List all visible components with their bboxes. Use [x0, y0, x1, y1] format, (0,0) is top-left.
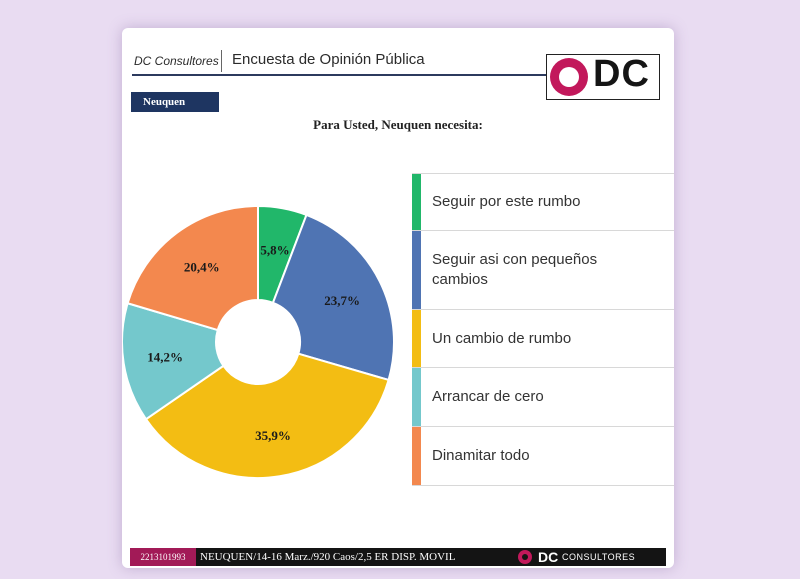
footer-logo-word: CONSULTORES	[562, 552, 636, 562]
footer-logo-dc: DC	[538, 549, 559, 565]
logo-ring-icon	[550, 58, 588, 96]
footer-logo-ring-icon	[518, 550, 532, 564]
legend-item-dinamitar: Dinamitar todo	[412, 427, 674, 486]
slice-value-label-2: 35,9%	[255, 428, 291, 443]
legend-label: Arrancar de cero	[432, 388, 544, 405]
brand-name: DC Consultores	[134, 54, 219, 68]
chart-legend: Seguir por este rumbo Seguir asi con peq…	[412, 173, 674, 486]
slice-value-label-3: 14,2%	[147, 350, 183, 365]
report-card: DC Consultores Encuesta de Opinión Públi…	[122, 28, 674, 568]
legend-swatch	[412, 310, 421, 367]
logo-dc-text: DC	[593, 53, 650, 95]
legend-label: Dinamitar todo	[432, 447, 530, 464]
pie-slice-1	[271, 213, 395, 382]
pie-slice-2	[144, 352, 390, 479]
legend-item-cambio-rumbo: Un cambio de rumbo	[412, 310, 674, 368]
odc-logo: DC	[546, 53, 660, 100]
pie-slice-4	[126, 204, 259, 332]
legend-item-pequenos-cambios: Seguir asi con pequeños cambios	[412, 231, 674, 310]
header-separator	[221, 50, 222, 72]
legend-label: Seguir por este rumbo	[432, 193, 581, 210]
legend-swatch	[412, 427, 421, 485]
donut-chart: 5,8% 23,7% 35,9% 14,2% 20,4%	[122, 204, 395, 479]
pie-slice-3	[122, 301, 225, 421]
slice-value-label-1: 23,7%	[324, 293, 360, 308]
legend-item-arrancar-cero: Arrancar de cero	[412, 368, 674, 427]
legend-swatch	[412, 368, 421, 426]
question-title: Para Usted, Neuquen necesita:	[313, 117, 483, 132]
footer-info: NEUQUEN/14-16 Marz./920 Caos/2,5 ER DISP…	[200, 551, 456, 563]
header-rule	[132, 74, 552, 76]
footer-code: 2213101993	[130, 548, 196, 566]
region-tag: Neuquen	[131, 92, 219, 112]
slice-value-label-4: 20,4%	[184, 260, 220, 275]
legend-swatch	[412, 231, 421, 309]
legend-label: Un cambio de rumbo	[432, 329, 572, 347]
report-header: DC Consultores Encuesta de Opinión Públi…	[122, 28, 674, 100]
slice-value-label-0: 5,8%	[260, 243, 289, 258]
legend-label: Seguir asi con pequeños cambios	[432, 251, 598, 288]
survey-title: Encuesta de Opinión Pública	[232, 51, 425, 68]
footer-bar: 2213101993 NEUQUEN/14-16 Marz./920 Caos/…	[130, 548, 666, 566]
legend-item-seguir-rumbo: Seguir por este rumbo	[412, 173, 674, 231]
legend-swatch	[412, 174, 421, 230]
